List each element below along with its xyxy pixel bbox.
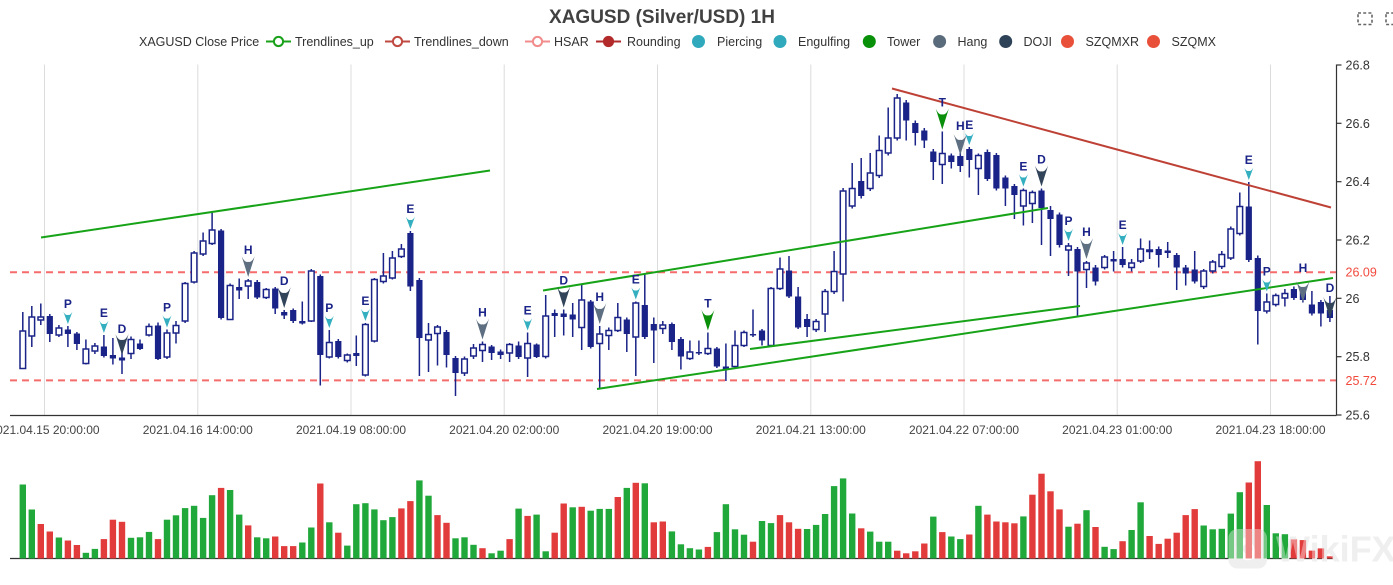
svg-text:SZQMX: SZQMX (1172, 35, 1217, 49)
svg-text:T: T (939, 96, 947, 110)
svg-text:H: H (244, 243, 253, 257)
svg-text:E: E (524, 304, 532, 318)
svg-text:Hang: Hang (958, 35, 988, 49)
svg-text:P: P (64, 297, 72, 311)
svg-text:D: D (118, 322, 127, 336)
svg-text:HSAR: HSAR (554, 35, 589, 49)
svg-text:26.4: 26.4 (1346, 175, 1370, 189)
svg-text:DOJI: DOJI (1024, 35, 1052, 49)
svg-text:E: E (965, 118, 973, 132)
svg-text:P: P (163, 301, 171, 315)
svg-text:SZQMXR: SZQMXR (1086, 35, 1139, 49)
svg-text:E: E (1119, 218, 1127, 232)
svg-text:2021.04.21 13:00:00: 2021.04.21 13:00:00 (756, 423, 866, 437)
svg-text:Engulfing: Engulfing (798, 35, 850, 49)
svg-text:H: H (1299, 261, 1308, 275)
svg-text:Tower: Tower (887, 35, 920, 49)
svg-text:2021.04.20 19:00:00: 2021.04.20 19:00:00 (602, 423, 712, 437)
svg-text:H: H (956, 119, 965, 133)
svg-text:26.2: 26.2 (1346, 234, 1370, 248)
svg-text:P: P (325, 301, 333, 315)
svg-text:E: E (100, 306, 108, 320)
svg-text:Piercing: Piercing (717, 35, 762, 49)
svg-text:Rounding: Rounding (627, 35, 681, 49)
svg-text:D: D (559, 274, 568, 288)
svg-text:XAGUSD Close Price: XAGUSD Close Price (139, 35, 259, 49)
svg-text:H: H (595, 290, 604, 304)
svg-text:P: P (1064, 214, 1072, 228)
svg-text:E: E (1245, 153, 1253, 167)
svg-text:D: D (280, 274, 289, 288)
svg-text:25.6: 25.6 (1346, 409, 1370, 423)
svg-text:D: D (1037, 153, 1046, 167)
svg-text:D: D (1326, 281, 1335, 295)
svg-text:P: P (1263, 265, 1271, 279)
svg-text:WikiFX: WikiFX (1276, 529, 1393, 570)
svg-text:XAGUSD (Silver/USD) 1H: XAGUSD (Silver/USD) 1H (549, 7, 775, 28)
svg-text:T: T (704, 297, 712, 311)
svg-text:2021.04.20 02:00:00: 2021.04.20 02:00:00 (449, 423, 559, 437)
svg-text:2021.04.19 08:00:00: 2021.04.19 08:00:00 (296, 423, 406, 437)
svg-text:2021.04.15 20:00:00: 2021.04.15 20:00:00 (0, 423, 100, 437)
svg-text:25.8: 25.8 (1346, 350, 1370, 364)
svg-text:25.72: 25.72 (1346, 374, 1377, 388)
svg-text:26.8: 26.8 (1346, 59, 1370, 73)
svg-text:E: E (406, 202, 414, 216)
svg-text:E: E (361, 294, 369, 308)
svg-text:26.6: 26.6 (1346, 117, 1370, 131)
svg-text:26.09: 26.09 (1346, 266, 1377, 280)
svg-text:26: 26 (1346, 292, 1360, 306)
svg-text:Trendlines_down: Trendlines_down (414, 35, 509, 49)
svg-text:Trendlines_up: Trendlines_up (295, 35, 374, 49)
svg-text:E: E (1019, 160, 1027, 174)
svg-text:2021.04.23 01:00:00: 2021.04.23 01:00:00 (1062, 423, 1172, 437)
svg-text:2021.04.22 07:00:00: 2021.04.22 07:00:00 (909, 423, 1019, 437)
svg-text:H: H (1082, 225, 1091, 239)
svg-text:2021.04.23 18:00:00: 2021.04.23 18:00:00 (1215, 423, 1325, 437)
svg-text:2021.04.16 14:00:00: 2021.04.16 14:00:00 (143, 423, 253, 437)
svg-text:E: E (632, 273, 640, 287)
svg-text:H: H (478, 306, 487, 320)
